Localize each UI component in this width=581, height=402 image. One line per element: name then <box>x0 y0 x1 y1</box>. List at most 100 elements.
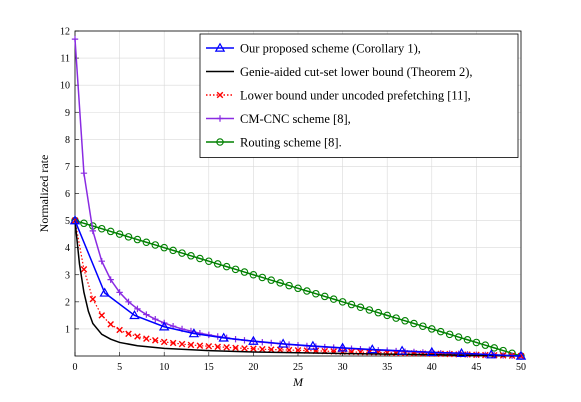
x-tick-label: 20 <box>248 362 258 373</box>
data-point <box>187 252 195 260</box>
legend-label: Routing scheme [8]. <box>240 136 342 150</box>
y-tick-label: 10 <box>60 81 70 92</box>
data-point <box>99 287 110 297</box>
data-point <box>196 330 204 337</box>
legend-marker <box>216 115 224 122</box>
data-point <box>456 347 467 358</box>
data-point <box>419 322 427 330</box>
data-point <box>454 333 463 341</box>
data-point <box>143 335 150 342</box>
series-line <box>74 220 522 357</box>
data-point <box>374 308 383 317</box>
data-point <box>80 266 88 273</box>
x-tick-label: 35 <box>382 362 392 373</box>
data-point <box>98 258 105 265</box>
y-tick-label: 11 <box>60 54 70 65</box>
data-point <box>134 305 141 313</box>
legend-entry: Genie-aided cut-set lower bound (Theorem… <box>206 65 473 79</box>
x-tick-label: 25 <box>293 362 303 373</box>
data-point <box>80 219 88 228</box>
data-point <box>71 35 79 43</box>
data-point <box>143 311 150 318</box>
data-point <box>267 276 275 284</box>
y-tick-label: 6 <box>65 189 70 200</box>
x-tick-label: 40 <box>427 362 437 373</box>
data-point <box>367 344 378 354</box>
data-point <box>472 338 481 347</box>
y-tick-label: 5 <box>65 216 70 227</box>
data-point <box>178 340 186 348</box>
data-point <box>329 295 338 303</box>
data-point <box>106 227 115 236</box>
data-point <box>116 326 123 334</box>
y-tick-label: 12 <box>60 27 70 38</box>
legend-entry: CM-CNC scheme [8], <box>206 112 351 126</box>
y-tick-label: 1 <box>65 324 70 335</box>
series-0 <box>69 215 527 360</box>
data-point <box>69 215 81 225</box>
data-point <box>490 344 498 352</box>
y-tick-label: 4 <box>65 243 70 254</box>
data-point <box>303 287 311 295</box>
data-point <box>383 311 391 320</box>
data-point <box>250 345 257 352</box>
data-point <box>338 298 347 306</box>
data-point <box>125 330 132 338</box>
data-point <box>188 328 200 338</box>
data-point <box>249 270 258 279</box>
data-point <box>445 330 454 339</box>
series-layer <box>69 35 527 360</box>
data-point <box>410 319 418 328</box>
data-point <box>392 314 400 322</box>
data-point <box>401 317 409 325</box>
series-1 <box>74 220 522 357</box>
data-point <box>222 262 231 271</box>
x-tick-label: 10 <box>159 362 169 373</box>
data-point <box>151 241 160 249</box>
data-point <box>133 235 142 244</box>
series-line <box>74 220 522 357</box>
data-point <box>160 243 168 252</box>
data-point <box>205 257 213 265</box>
data-point <box>276 279 284 287</box>
x-tick-label: 0 <box>73 362 78 373</box>
data-point <box>178 249 186 257</box>
data-point <box>169 339 177 347</box>
y-tick-label: 7 <box>65 162 70 173</box>
legend-label: Lower bound under uncoded prefetching [1… <box>240 89 471 103</box>
data-point <box>205 342 213 350</box>
legend-label: CM-CNC scheme [8], <box>240 112 351 126</box>
x-tick-label: 50 <box>516 362 526 373</box>
data-point <box>240 268 249 276</box>
data-point <box>486 349 497 359</box>
x-tick-label: 5 <box>117 362 122 373</box>
legend-marker <box>216 91 224 99</box>
data-point <box>134 333 141 340</box>
data-point <box>248 335 259 345</box>
data-point <box>463 335 472 344</box>
data-point <box>259 345 266 353</box>
data-point <box>116 289 123 296</box>
data-point <box>356 303 365 311</box>
legend-marker <box>216 138 224 146</box>
y-tick-label: 2 <box>65 297 70 308</box>
data-point <box>98 224 106 233</box>
data-point <box>125 298 132 306</box>
data-point <box>169 246 177 255</box>
legend-label: Genie-aided cut-set lower bound (Theorem… <box>240 65 473 79</box>
data-point <box>337 342 348 352</box>
data-point <box>98 312 106 319</box>
data-point <box>124 233 133 241</box>
data-point <box>312 289 320 298</box>
data-point <box>515 350 527 360</box>
data-point <box>115 230 124 238</box>
legend: Our proposed scheme (Corollary 1), Genie-… <box>199 33 519 158</box>
data-point <box>151 336 159 344</box>
data-point <box>196 342 204 350</box>
series-line <box>74 220 522 357</box>
y-tick-label: 8 <box>65 135 70 146</box>
x-tick-label: 15 <box>204 362 214 373</box>
y-tick-label: 3 <box>65 270 70 281</box>
